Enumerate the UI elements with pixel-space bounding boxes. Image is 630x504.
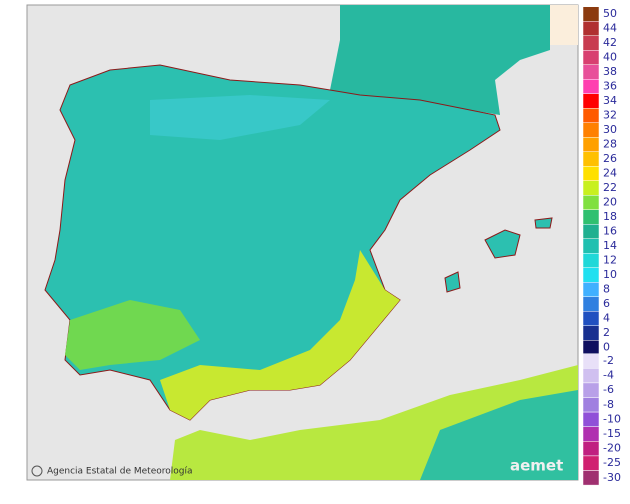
- legend-label: 2: [603, 326, 610, 339]
- legend-label: 36: [603, 80, 617, 93]
- legend-swatch: [582, 455, 600, 471]
- legend-swatch: [582, 397, 600, 413]
- legend-swatch: [582, 411, 600, 427]
- legend-label: 20: [603, 196, 617, 209]
- legend-label: -30: [603, 471, 621, 484]
- legend-swatch: [582, 6, 600, 22]
- legend-label: -10: [603, 412, 621, 425]
- legend-swatch: [582, 368, 600, 384]
- mallorca: [484, 229, 521, 259]
- south-warm: [160, 250, 400, 420]
- legend-label: -8: [603, 398, 614, 411]
- legend-swatch: [582, 325, 600, 341]
- legend-swatch: [582, 50, 600, 65]
- legend-swatch: [582, 441, 600, 457]
- legend-label: 16: [603, 225, 617, 238]
- legend-swatch: [582, 180, 600, 196]
- france: [330, 5, 550, 115]
- legend-label: 22: [603, 181, 617, 194]
- legend-swatch: [582, 296, 600, 312]
- legend-label: 42: [603, 36, 617, 49]
- legend-swatch: [582, 64, 600, 80]
- copyright-icon: [31, 465, 43, 477]
- legend-swatch: [582, 238, 600, 254]
- legend-label: 28: [603, 138, 617, 151]
- legend-swatch: [582, 224, 600, 239]
- legend-swatch: [582, 122, 600, 138]
- legend-label: 10: [603, 268, 617, 281]
- legend-swatch: [582, 166, 600, 181]
- legend-swatch: [582, 311, 600, 326]
- legend-swatch: [582, 470, 600, 486]
- legend-label: 50: [603, 7, 617, 20]
- legend-label: -20: [603, 442, 621, 455]
- legend-swatch: [582, 35, 600, 51]
- ibiza: [444, 271, 461, 293]
- legend-label: 6: [603, 297, 610, 310]
- legend-swatch: [582, 21, 600, 36]
- legend-label: 34: [603, 94, 617, 107]
- unshaded-area: [550, 5, 578, 45]
- legend-swatch: [582, 426, 600, 442]
- legend-swatch: [582, 79, 600, 94]
- legend-swatch: [582, 93, 600, 109]
- legend-label: 14: [603, 239, 617, 252]
- logo: aemet: [510, 457, 563, 475]
- legend-swatch: [582, 137, 600, 152]
- legend-label: -4: [603, 369, 614, 382]
- legend-swatch: [582, 353, 600, 369]
- legend-swatch: [582, 267, 600, 283]
- legend-swatch: [582, 195, 600, 210]
- legend-label: 30: [603, 123, 617, 136]
- northern-plateau: [150, 95, 330, 140]
- legend-label: 44: [603, 22, 617, 35]
- legend-swatch: [582, 382, 600, 398]
- legend-label: 8: [603, 283, 610, 296]
- legend-label: 12: [603, 254, 617, 267]
- legend-label: -6: [603, 383, 614, 396]
- legend-label: 0: [603, 341, 610, 354]
- legend-label: -2: [603, 354, 614, 367]
- north-africa-inland: [420, 390, 578, 480]
- legend-swatch: [582, 151, 600, 167]
- legend-label: 26: [603, 152, 617, 165]
- legend-label: 18: [603, 210, 617, 223]
- legend-swatch: [582, 282, 600, 297]
- legend-label: -15: [603, 427, 621, 440]
- menorca: [534, 217, 553, 229]
- agency-name: Agencia Estatal de Meteorología: [47, 467, 193, 477]
- legend-swatch: [582, 209, 600, 225]
- legend-label: 32: [603, 109, 617, 122]
- legend-swatch: [582, 253, 600, 268]
- legend-label: -25: [603, 456, 621, 469]
- legend-label: 4: [603, 312, 610, 325]
- legend-label: 40: [603, 51, 617, 64]
- legend-swatch: [582, 340, 600, 355]
- legend-swatch: [582, 108, 600, 123]
- southwest-warm: [65, 300, 200, 370]
- legend-label: 38: [603, 65, 617, 78]
- legend-label: 24: [603, 167, 617, 180]
